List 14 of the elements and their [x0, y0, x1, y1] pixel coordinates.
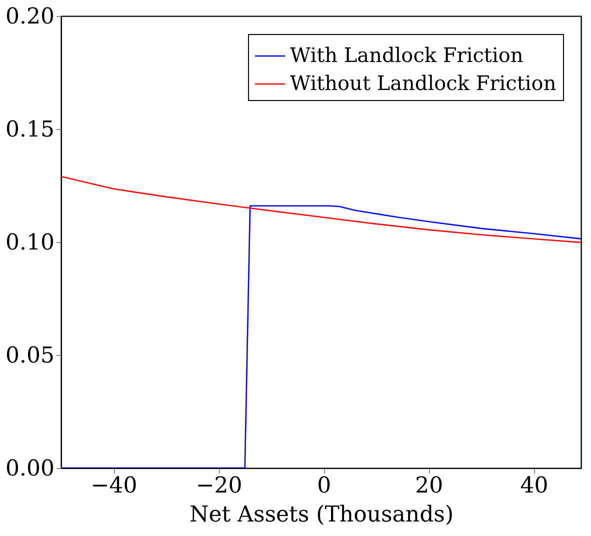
y-tick-label: 0.10: [6, 230, 54, 256]
x-tick-label: 40: [520, 474, 548, 498]
x-tick-label: −20: [196, 474, 242, 498]
x-axis-title: Net Assets (Thousands): [189, 502, 454, 528]
x-tick-label: −40: [90, 474, 138, 498]
y-tick-label: 0.20: [6, 4, 54, 30]
y-tick-label: 0.05: [6, 344, 54, 368]
legend-label: With Landlock Friction: [290, 43, 524, 67]
x-tick-label: 20: [415, 474, 444, 498]
legend-label: Without Landlock Friction: [290, 71, 556, 95]
line-series: [61, 176, 581, 244]
y-tick-label: 0.15: [6, 118, 54, 142]
x-tick-label: 0: [317, 474, 332, 498]
y-tick-label: 0.00: [6, 456, 54, 482]
